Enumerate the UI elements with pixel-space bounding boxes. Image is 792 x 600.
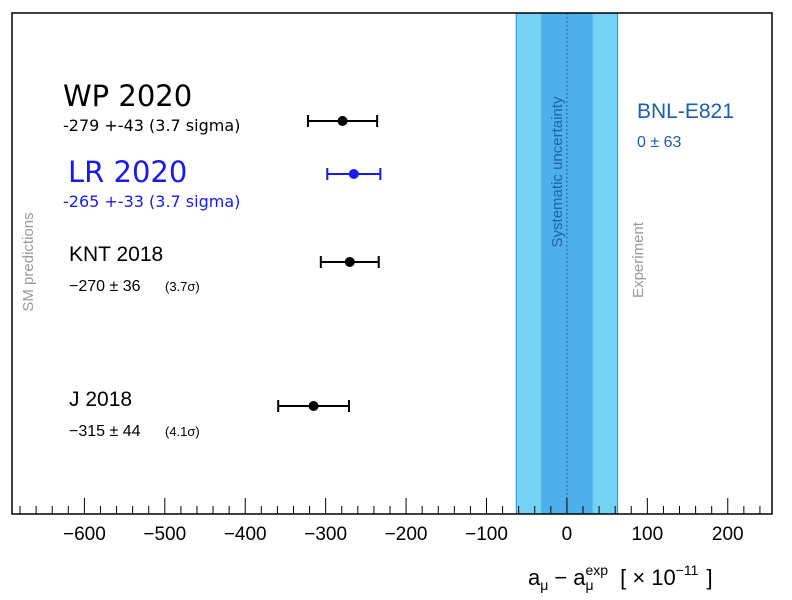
knt2018-sigma: (3.7σ) — [165, 279, 200, 294]
central-value-point — [348, 169, 359, 179]
central-value-point — [344, 257, 355, 267]
x-tick-label: 100 — [631, 524, 663, 545]
j2018-label: J 2018 — [69, 388, 132, 411]
x-axis-label: aμ − aμexp[ × 10−11] — [528, 562, 713, 593]
systematic-uncertainty-band — [541, 13, 593, 514]
x-tick-label: −600 — [63, 524, 106, 545]
bnl-e821-annotation: 0 ± 63 — [637, 134, 681, 151]
prediction-points — [277, 115, 382, 412]
x-tick-label: −400 — [224, 524, 267, 545]
sm-predictions-label: SM predictions — [20, 212, 37, 311]
plot-frame — [11, 12, 773, 515]
bnl-e821-label: BNL-E821 — [637, 100, 734, 123]
central-value-point — [337, 116, 348, 126]
x-tick-label: −100 — [465, 524, 508, 545]
knt2018-label: KNT 2018 — [69, 243, 163, 266]
errorbar-lr-2020 — [326, 168, 382, 180]
x-tick-label: 200 — [712, 524, 744, 545]
errorbar-j-2018 — [277, 400, 350, 412]
errorbar-wp-2020 — [306, 115, 379, 127]
wp2020-annotation: -279 +-43 (3.7 sigma) — [63, 116, 240, 135]
x-tick-label: −200 — [385, 524, 428, 545]
lr2020-annotation: -265 +-33 (3.7 sigma) — [63, 192, 240, 211]
experiment-bands — [515, 13, 619, 514]
systematic-uncertainty-label: Systematic uncertainty — [549, 96, 566, 247]
x-tick-label: 0 — [562, 524, 573, 545]
wp2020-label: WP 2020 — [63, 79, 192, 113]
lr2020-label: LR 2020 — [68, 155, 187, 189]
knt2018-annotation: −270 ± 36 — [69, 278, 141, 295]
x-tick-label: −500 — [143, 524, 186, 545]
j2018-sigma: (4.1σ) — [165, 424, 200, 439]
j2018-annotation: −315 ± 44 — [69, 423, 141, 440]
x-tick-label: −300 — [304, 524, 347, 545]
x-axis-ticks — [19, 498, 761, 514]
x-axis-tick-labels: −600 −500 −400 −300 −200 −100 0 100 200 — [63, 524, 744, 545]
central-value-point — [308, 401, 319, 411]
errorbar-knt-2018 — [319, 256, 380, 268]
experiment-label: Experiment — [630, 221, 647, 298]
